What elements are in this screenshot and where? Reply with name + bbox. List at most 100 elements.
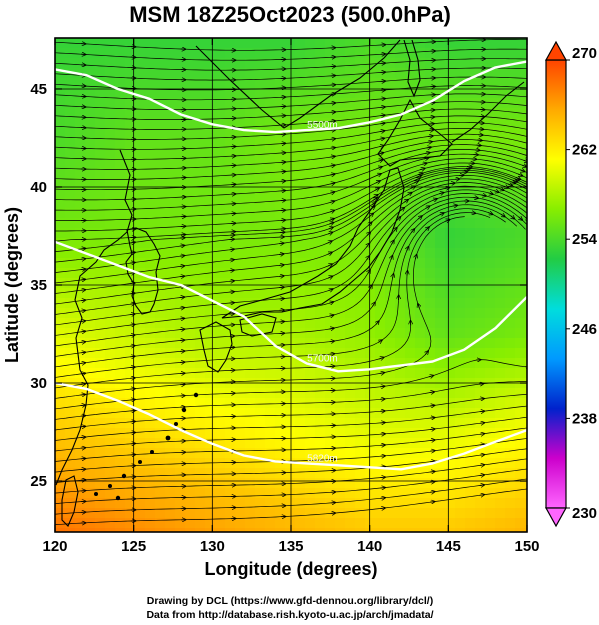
field-cell bbox=[385, 88, 396, 99]
field-cell bbox=[275, 368, 286, 379]
field-cell bbox=[235, 528, 246, 532]
field-cell bbox=[125, 488, 136, 499]
field-cell bbox=[85, 508, 96, 519]
field-cell bbox=[425, 58, 436, 69]
field-cell bbox=[365, 38, 376, 49]
wind-arrow bbox=[179, 256, 185, 257]
field-cell bbox=[235, 338, 246, 349]
field-cell bbox=[55, 358, 66, 369]
field-cell bbox=[55, 458, 66, 469]
field-cell bbox=[345, 488, 356, 499]
field-cell bbox=[205, 128, 216, 139]
field-cell bbox=[425, 258, 436, 269]
field-cell bbox=[165, 428, 176, 439]
field-cell bbox=[375, 258, 386, 269]
field-cell bbox=[495, 528, 506, 532]
field-cell bbox=[185, 78, 196, 89]
wind-arrow bbox=[425, 153, 430, 154]
field-cell bbox=[435, 48, 446, 59]
field-cell bbox=[515, 368, 526, 379]
wind-arrow bbox=[520, 170, 525, 172]
field-cell bbox=[115, 88, 126, 99]
field-cell bbox=[385, 108, 396, 119]
field-cell bbox=[105, 58, 116, 69]
field-cell bbox=[95, 38, 106, 49]
field-cell bbox=[405, 288, 416, 299]
field-cell bbox=[395, 528, 406, 532]
field-cell bbox=[55, 208, 66, 219]
field-cell bbox=[465, 278, 476, 289]
field-cell bbox=[155, 188, 166, 199]
wind-arrow bbox=[330, 156, 336, 157]
field-cell bbox=[475, 38, 486, 49]
field-cell bbox=[115, 108, 126, 119]
field-cell bbox=[255, 298, 266, 309]
field-cell bbox=[325, 128, 336, 139]
field-cell bbox=[335, 108, 346, 119]
field-cell bbox=[115, 248, 126, 259]
field-cell bbox=[225, 438, 236, 449]
field-cell bbox=[215, 438, 226, 449]
field-cell bbox=[205, 198, 216, 209]
wind-arrow bbox=[130, 314, 135, 315]
field-cell bbox=[295, 178, 306, 189]
field-cell bbox=[65, 468, 76, 479]
field-cell bbox=[345, 388, 356, 399]
field-cell bbox=[115, 488, 126, 499]
field-cell bbox=[155, 168, 166, 179]
field-cell bbox=[275, 218, 286, 229]
field-cell bbox=[255, 178, 266, 189]
field-cell bbox=[505, 268, 516, 279]
field-cell bbox=[395, 198, 406, 209]
field-cell bbox=[185, 218, 196, 229]
field-cell bbox=[465, 268, 476, 279]
field-cell bbox=[115, 198, 126, 209]
field-cell bbox=[315, 348, 326, 359]
field-cell bbox=[295, 528, 306, 532]
field-cell bbox=[165, 98, 176, 109]
field-cell bbox=[285, 308, 296, 319]
wind-arrow bbox=[527, 143, 532, 144]
field-cell bbox=[55, 278, 66, 289]
field-cell bbox=[215, 38, 226, 49]
field-cell bbox=[275, 188, 286, 199]
field-cell bbox=[425, 278, 436, 289]
wind-arrow bbox=[379, 373, 385, 374]
field-cell bbox=[225, 128, 236, 139]
field-cell bbox=[215, 488, 226, 499]
field-cell bbox=[145, 178, 156, 189]
field-cell bbox=[365, 108, 376, 119]
field-cell bbox=[505, 218, 516, 229]
field-cell bbox=[175, 78, 186, 89]
field-cell bbox=[305, 528, 316, 532]
field-cell bbox=[415, 308, 426, 319]
field-cell bbox=[185, 368, 196, 379]
field-cell bbox=[355, 348, 366, 359]
field-cell bbox=[65, 318, 76, 329]
wind-arrow bbox=[378, 340, 382, 343]
field-cell bbox=[325, 88, 336, 99]
field-cell bbox=[205, 98, 216, 109]
field-cell bbox=[305, 158, 316, 169]
field-cell bbox=[255, 458, 266, 469]
field-cell bbox=[125, 128, 136, 139]
field-cell bbox=[105, 418, 116, 429]
field-cell bbox=[215, 218, 226, 229]
field-cell bbox=[65, 528, 76, 532]
field-cell bbox=[395, 498, 406, 509]
field-cell bbox=[125, 238, 136, 249]
field-cell bbox=[345, 268, 356, 279]
field-cell bbox=[345, 358, 356, 369]
field-cell bbox=[265, 508, 276, 519]
field-cell bbox=[425, 398, 436, 409]
field-cell bbox=[185, 158, 196, 169]
field-cell bbox=[445, 88, 456, 99]
field-cell bbox=[55, 248, 66, 259]
field-cell bbox=[255, 208, 266, 219]
field-cell bbox=[235, 168, 246, 179]
field-cell bbox=[515, 318, 526, 329]
field-cell bbox=[455, 38, 466, 49]
field-cell bbox=[55, 488, 66, 499]
field-cell bbox=[185, 58, 196, 69]
